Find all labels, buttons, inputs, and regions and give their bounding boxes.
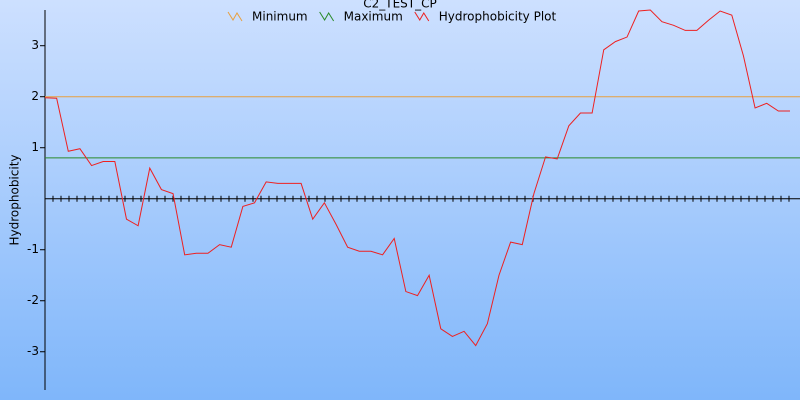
y-tick-label: 3 [31, 38, 39, 52]
y-tick-label: -2 [27, 293, 39, 307]
y-tick-label: 1 [31, 140, 39, 154]
legend-icon [227, 11, 243, 22]
y-axis-label: Hydrophobicity [8, 154, 22, 245]
legend-icon [414, 11, 430, 22]
y-tick-label: -1 [27, 242, 39, 256]
legend-icon [319, 11, 335, 22]
legend-label: Hydrophobicity Plot [439, 10, 557, 24]
y-tick-label: -3 [27, 344, 39, 358]
data-line [44, 9, 790, 347]
y-tick-label: 2 [31, 89, 39, 103]
legend-label: Minimum [252, 10, 308, 24]
legend-label: Maximum [344, 10, 403, 24]
chart-title: C2_TEST_CP [363, 0, 437, 11]
